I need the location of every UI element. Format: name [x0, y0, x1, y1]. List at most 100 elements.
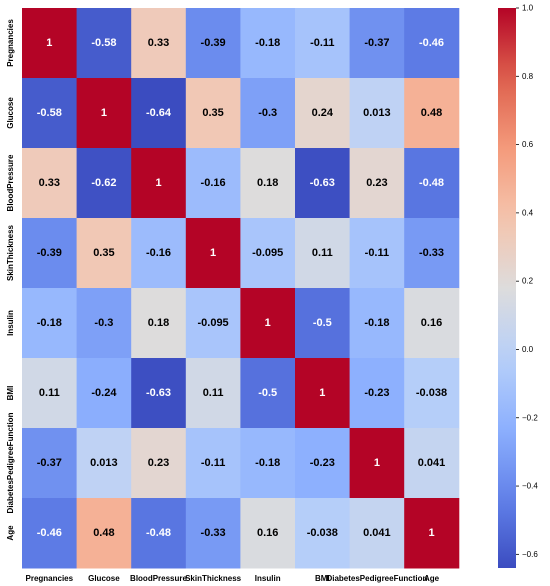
cell-value-4-7: 0.16 — [421, 317, 442, 329]
cell-value-6-0: -0.37 — [37, 457, 62, 469]
heatmap-cell-0-0 — [22, 8, 78, 79]
y-tick-label-2: BloodPressure — [6, 154, 15, 211]
cell-value-7-4: 0.16 — [257, 527, 278, 539]
heatmap-cell-7-6 — [349, 498, 405, 569]
y-axis-ticks: Pregnancies Glucose BloodPressure SkinThick… — [6, 19, 15, 541]
colorbar-tick-label-2: 0.6 — [522, 140, 534, 149]
heatmap-cell-1-4 — [240, 78, 296, 149]
cell-value-4-2: 0.18 — [148, 317, 169, 329]
cell-value-1-2: -0.64 — [146, 107, 172, 119]
cell-value-4-0: -0.18 — [37, 317, 62, 329]
cell-value-0-1: -0.58 — [91, 37, 116, 49]
cell-value-5-1: -0.24 — [91, 387, 117, 399]
heatmap-cell-3-2 — [131, 218, 187, 289]
cell-value-7-0: -0.46 — [37, 527, 62, 539]
heatmap-cells: 1 -0.58 0.33 -0.39 -0.18 -0.11 -0.37 -0.46 -0.58… — [22, 8, 460, 569]
heatmap-cell-7-0 — [22, 498, 78, 569]
heatmap-cell-3-5 — [295, 218, 351, 289]
y-tick-label-6: DiabetesPedigreeFunction — [6, 412, 15, 513]
heatmap-cell-1-1 — [76, 78, 132, 149]
colorbar-tick-label-8: −0.6 — [522, 550, 538, 559]
heatmap-cell-4-0 — [22, 288, 78, 359]
cell-value-2-2: 1 — [155, 177, 161, 189]
heatmap-cell-6-3 — [185, 428, 241, 499]
cell-value-2-6: 0.23 — [366, 177, 387, 189]
heatmap-cell-6-1 — [76, 428, 132, 499]
cell-value-2-5: -0.63 — [310, 177, 335, 189]
x-tick-label-3: SkinThickness — [185, 574, 242, 583]
cell-value-6-5: -0.23 — [310, 457, 335, 469]
cell-value-3-2: -0.16 — [146, 247, 171, 259]
heatmap-cell-5-4 — [240, 358, 296, 429]
heatmap-cell-4-4 — [240, 288, 296, 359]
heatmap-cell-5-6 — [349, 358, 405, 429]
heatmap-cell-7-2 — [131, 498, 187, 569]
heatmap-cell-4-3 — [185, 288, 241, 359]
heatmap-cell-5-0 — [22, 358, 78, 429]
cell-value-7-5: -0.038 — [307, 527, 338, 539]
colorbar-ticks: 1.0 0.8 0.6 0.4 0.2 0.0 −0.2 −0.4 −0.6 — [516, 4, 538, 559]
heatmap-cell-4-5 — [295, 288, 351, 359]
heatmap-cell-5-5 — [295, 358, 351, 429]
heatmap-cell-1-0 — [22, 78, 78, 149]
heatmap-cell-0-6 — [349, 8, 405, 79]
colorbar-tick-label-4: 0.2 — [522, 277, 534, 286]
cell-value-1-1: 1 — [101, 107, 107, 119]
cell-value-2-1: -0.62 — [91, 177, 116, 189]
heatmap-cell-3-6 — [349, 218, 405, 289]
heatmap-cell-5-2 — [131, 358, 187, 429]
cell-value-2-3: -0.16 — [201, 177, 226, 189]
cell-value-0-6: -0.37 — [364, 37, 389, 49]
heatmap-cell-6-0 — [22, 428, 78, 499]
heatmap-cell-0-5 — [295, 8, 351, 79]
y-tick-label-4: Insulin — [6, 310, 15, 336]
cell-value-6-4: -0.18 — [255, 457, 280, 469]
heatmap-cell-4-1 — [76, 288, 132, 359]
cell-value-2-0: 0.33 — [39, 177, 60, 189]
heatmap-cell-1-5 — [295, 78, 351, 149]
heatmap-cell-3-0 — [22, 218, 78, 289]
heatmap-cell-3-4 — [240, 218, 296, 289]
cell-value-7-3: -0.33 — [201, 527, 226, 539]
heatmap-cell-3-1 — [76, 218, 132, 289]
cell-value-1-7: 0.48 — [421, 107, 442, 119]
cell-value-5-0: 0.11 — [39, 387, 60, 399]
cell-value-0-2: 0.33 — [148, 37, 169, 49]
heatmap-cell-7-4 — [240, 498, 296, 569]
heatmap-cell-6-6 — [349, 428, 405, 499]
cell-value-5-7: -0.038 — [416, 387, 447, 399]
colorbar — [498, 8, 516, 568]
cell-value-4-4: 1 — [265, 317, 271, 329]
cell-value-1-5: 0.24 — [312, 107, 334, 119]
heatmap-cell-2-4 — [240, 148, 296, 219]
cell-value-5-3: 0.11 — [203, 387, 224, 399]
heatmap-cell-6-5 — [295, 428, 351, 499]
heatmap-cell-7-1 — [76, 498, 132, 569]
heatmap-cell-4-6 — [349, 288, 405, 359]
x-tick-label-1: Glucose — [88, 574, 120, 583]
cell-value-4-6: -0.18 — [364, 317, 389, 329]
cell-value-6-3: -0.11 — [201, 457, 225, 469]
y-tick-label-7: Age — [6, 525, 15, 541]
x-tick-label-5: BMI — [315, 574, 330, 583]
heatmap-cell-4-2 — [131, 288, 187, 359]
cell-value-5-5: 1 — [319, 387, 325, 399]
heatmap-cell-2-1 — [76, 148, 132, 219]
heatmap-cell-6-4 — [240, 428, 296, 499]
heatmap-cell-7-7 — [404, 498, 460, 569]
heatmap-cell-2-0 — [22, 148, 78, 219]
cell-value-0-3: -0.39 — [201, 37, 226, 49]
cell-value-3-4: -0.095 — [252, 247, 283, 259]
cell-value-6-2: 0.23 — [148, 457, 169, 469]
cell-value-7-1: 0.48 — [93, 527, 114, 539]
heatmap-cell-1-6 — [349, 78, 405, 149]
heatmap-cell-1-2 — [131, 78, 187, 149]
heatmap-cell-7-3 — [185, 498, 241, 569]
y-tick-label-0: Pregnancies — [6, 19, 15, 67]
cell-value-6-7: 0.041 — [418, 457, 446, 469]
cell-value-0-4: -0.18 — [255, 37, 280, 49]
heatmap-cell-1-7 — [404, 78, 460, 149]
heatmap-cell-2-5 — [295, 148, 351, 219]
cell-value-4-1: -0.3 — [94, 317, 113, 329]
